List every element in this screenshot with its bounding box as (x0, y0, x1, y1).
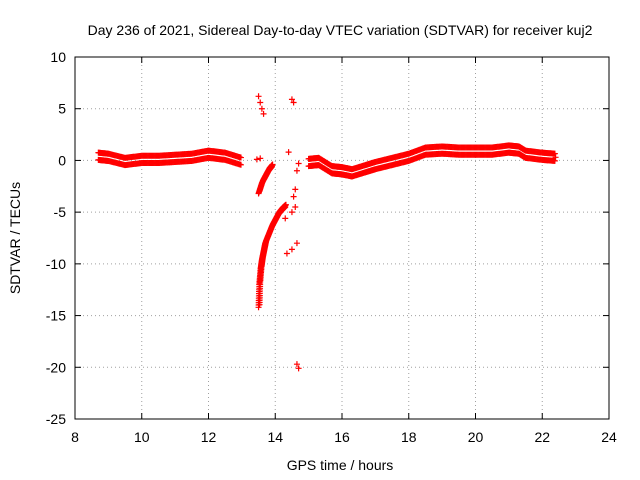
plot-frame (74, 56, 610, 420)
chart-title: Day 236 of 2021, Sidereal Day-to-day VTE… (88, 22, 593, 38)
x-tick-label: 10 (134, 429, 150, 445)
data-point (283, 250, 290, 257)
y-tick-label: 10 (50, 49, 66, 65)
y-tick-label: 0 (58, 152, 66, 168)
data-point (552, 154, 559, 161)
data-point (288, 209, 295, 216)
x-tick-label: 8 (71, 429, 79, 445)
axis-ticks: 8 10 12 14 16 18 20 22 24 10 5 0 -5 -10 -15 -20 -25 (46, 49, 617, 445)
data-point (290, 193, 297, 200)
data-point (292, 186, 299, 193)
y-axis-label: SDTVAR / TECUs (7, 182, 23, 294)
y-tick-label: -10 (46, 256, 66, 272)
data-point (551, 157, 558, 164)
data-point (288, 246, 295, 253)
grid-lines (75, 57, 609, 419)
x-tick-label: 18 (401, 429, 417, 445)
data-point (290, 99, 297, 106)
y-tick-label: -15 (46, 308, 66, 324)
y-tick-label: -5 (54, 204, 67, 220)
data-point (551, 150, 558, 157)
data-point (258, 105, 265, 112)
data-point (293, 240, 300, 247)
data-point (257, 99, 264, 106)
data-point (292, 203, 299, 210)
y-tick-label: -20 (46, 359, 66, 375)
data-point (257, 155, 264, 162)
data-point (268, 163, 275, 170)
data-point (288, 96, 295, 103)
y-tick-label: 5 (58, 101, 66, 117)
data-point (237, 154, 244, 161)
x-tick-label: 12 (201, 429, 217, 445)
y-tick-label: -25 (46, 411, 66, 427)
data-point (295, 160, 302, 167)
data-point (253, 156, 260, 163)
data-point (293, 167, 300, 174)
data-point (260, 110, 267, 117)
data-point (295, 365, 302, 372)
x-tick-label: 24 (601, 429, 617, 445)
x-axis-label: GPS time / hours (287, 457, 394, 473)
data-point (282, 203, 289, 210)
data-point (237, 161, 244, 168)
data-point (285, 149, 292, 156)
data-point (282, 215, 289, 222)
data-point (293, 361, 300, 368)
x-tick-label: 22 (534, 429, 550, 445)
x-tick-label: 14 (267, 429, 283, 445)
x-tick-label: 20 (468, 429, 484, 445)
x-tick-label: 16 (334, 429, 350, 445)
data-point (255, 93, 262, 100)
scatter-points (95, 93, 559, 372)
